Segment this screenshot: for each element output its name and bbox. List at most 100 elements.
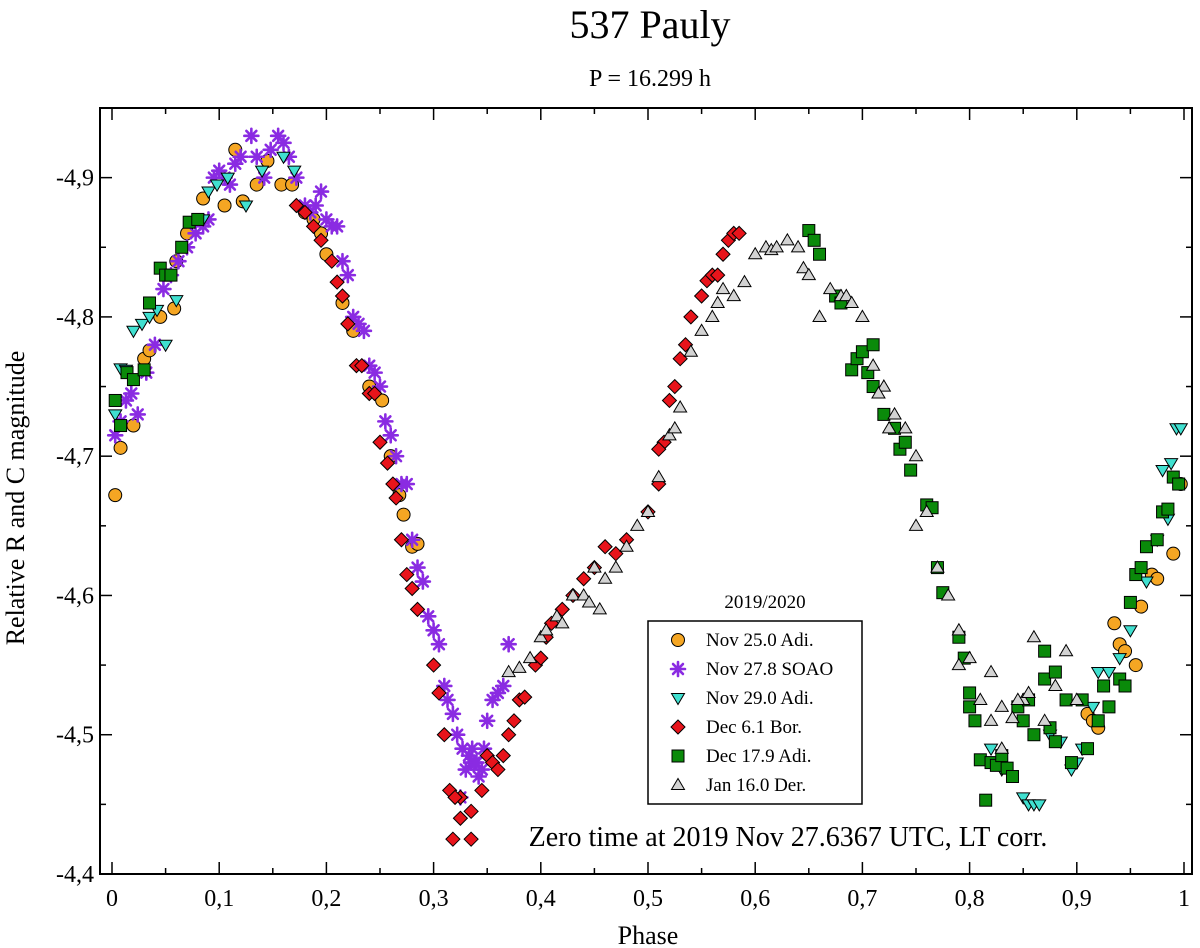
data-point — [1107, 616, 1122, 631]
data-point — [1155, 465, 1170, 478]
data-point — [1031, 799, 1047, 812]
chart-subtitle: P = 16.299 h — [589, 66, 711, 92]
zero-time-annotation: Zero time at 2019 Nov 27.6367 UTC, LT co… — [529, 822, 1048, 853]
data-point — [1081, 742, 1095, 756]
data-point — [339, 266, 357, 284]
data-point — [844, 295, 860, 309]
data-point — [387, 447, 405, 465]
data-point — [385, 476, 401, 492]
y-tick-label: -4,5 — [56, 723, 94, 749]
data-point — [662, 427, 677, 441]
data-point — [575, 571, 592, 587]
data-point — [1123, 625, 1138, 638]
data-point — [994, 699, 1010, 712]
data-point — [1005, 710, 1020, 724]
data-point — [608, 560, 624, 573]
data-point — [447, 789, 463, 806]
data-point — [1021, 685, 1036, 698]
data-point — [919, 504, 935, 517]
data-point — [403, 531, 421, 549]
data-point — [704, 309, 720, 322]
data-point — [709, 267, 726, 283]
data-point — [460, 747, 478, 764]
data-point — [307, 197, 324, 214]
data-point — [175, 240, 189, 254]
data-point — [1172, 477, 1186, 491]
data-point — [592, 601, 608, 615]
legend-marker — [670, 719, 686, 735]
series-4 — [288, 197, 747, 847]
data-point — [254, 165, 270, 179]
y-axis-ticks: -4,9 -4,8 -4,7 -4,6 -4,5 -4,4 — [56, 107, 1192, 888]
data-point — [1097, 679, 1111, 693]
data-point — [972, 692, 988, 705]
data-point — [396, 507, 411, 522]
data-point — [983, 664, 999, 678]
data-point — [143, 296, 157, 310]
data-point — [255, 169, 273, 186]
data-point — [877, 407, 891, 421]
data-point — [126, 373, 140, 387]
data-point — [436, 677, 453, 695]
data-point — [866, 380, 880, 394]
data-point — [898, 435, 912, 449]
data-point — [494, 677, 512, 695]
data-point — [538, 622, 554, 636]
y-tick-label: -4,4 — [56, 862, 94, 888]
data-point — [807, 233, 821, 247]
data-point — [425, 657, 442, 673]
data-point — [393, 532, 410, 548]
data-point — [710, 295, 726, 309]
data-point — [1064, 756, 1078, 770]
data-point — [137, 363, 151, 377]
data-point — [554, 615, 570, 629]
data-point — [452, 810, 469, 826]
x-axis-ticks: 0 0,1 0,2 0,3 0,4 0,5 0,6 0,7 0,8 0,9 1 — [106, 108, 1190, 912]
x-tick-label: 0,9 — [1062, 886, 1092, 912]
x-tick-label: 0,4 — [526, 886, 556, 912]
data-point — [158, 339, 173, 353]
data-series — [106, 127, 1189, 847]
data-point — [968, 714, 982, 728]
legend-marker — [670, 777, 686, 791]
data-point — [1150, 533, 1164, 547]
data-point — [1139, 540, 1153, 554]
data-point — [1016, 714, 1030, 728]
y-tick-label: -4,7 — [56, 444, 94, 470]
data-point — [769, 239, 785, 253]
data-point — [994, 741, 1010, 754]
data-point — [855, 309, 870, 322]
data-point — [375, 393, 390, 408]
data-point — [506, 713, 522, 729]
data-point — [1102, 700, 1116, 714]
data-point — [248, 148, 266, 166]
data-point — [908, 448, 924, 462]
data-point — [329, 274, 345, 290]
data-point — [683, 344, 699, 357]
data-point — [334, 252, 351, 270]
data-point — [445, 831, 461, 847]
legend-label: Dec 17.9 Adi. — [706, 746, 812, 767]
legend-marker — [669, 660, 687, 678]
data-point — [1038, 644, 1052, 658]
data-point — [672, 350, 688, 367]
chart-title: 537 Pauly — [569, 2, 730, 47]
data-point — [286, 165, 302, 179]
data-point — [651, 441, 667, 457]
data-point — [419, 608, 437, 625]
data-point — [1027, 728, 1041, 742]
data-point — [1173, 423, 1189, 436]
legend-marker — [670, 692, 686, 706]
data-point — [908, 518, 924, 531]
data-point — [478, 712, 496, 730]
data-point — [126, 325, 141, 339]
data-point — [1150, 571, 1165, 586]
data-point — [191, 212, 205, 226]
data-point — [1026, 629, 1042, 643]
data-point — [170, 252, 187, 270]
legend-label: Dec 6.1 Bor. — [706, 717, 802, 738]
data-point — [269, 127, 287, 145]
data-point — [672, 399, 688, 413]
data-point — [533, 650, 549, 666]
data-point — [457, 761, 475, 778]
